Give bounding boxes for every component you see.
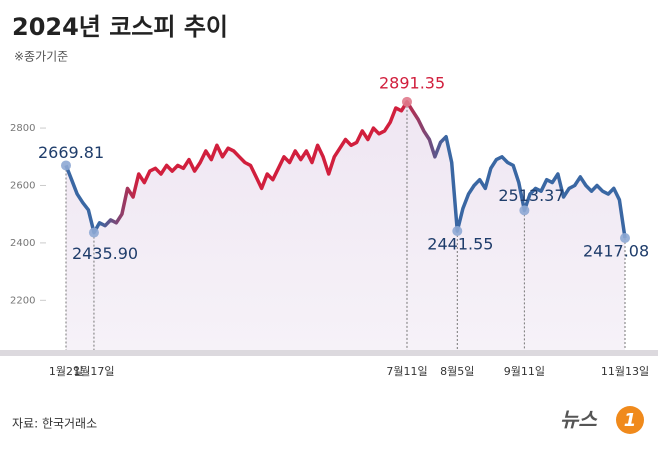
source: 자료: 한국거래소 (12, 417, 97, 431)
chart-title: 2024년 코스피 추이 (12, 13, 228, 41)
point (401, 96, 412, 107)
y-tick-label: 2600 (10, 180, 35, 191)
x-tick-label: 1월17일 (73, 364, 114, 378)
point (519, 205, 530, 216)
x-tick-label: 8월5일 (440, 364, 474, 378)
line (64, 100, 627, 239)
point (620, 232, 630, 243)
y-tick-label: 2400 (10, 238, 35, 249)
logo-circle (616, 406, 644, 434)
value-label: 2513.37 (498, 186, 564, 205)
subtitle: ※종가기준 (14, 50, 68, 64)
value-label: 2891.35 (379, 73, 445, 92)
y-tick-label: 2800 (10, 123, 35, 134)
x-tick-label: 7월11일 (386, 364, 427, 378)
value-label: 2435.90 (72, 244, 138, 263)
x-tick-label: 11월13일 (601, 364, 649, 378)
x-tick-label: 1월2일 (49, 364, 83, 378)
logo-number: 1 (624, 410, 637, 431)
logo-text: 뉴스 (560, 408, 598, 432)
y-tick-label: 2200 (10, 295, 35, 306)
area (66, 101, 625, 352)
x-tick-label: 9월11일 (504, 364, 545, 378)
point (452, 225, 463, 236)
value-label: 2669.81 (38, 143, 104, 162)
point (88, 227, 99, 238)
x-axis-band (0, 350, 658, 356)
value-label: 2441.55 (427, 234, 493, 253)
point (61, 160, 71, 171)
value-label: 2417.08 (583, 241, 649, 260)
logo: 뉴스 1 (560, 406, 644, 434)
